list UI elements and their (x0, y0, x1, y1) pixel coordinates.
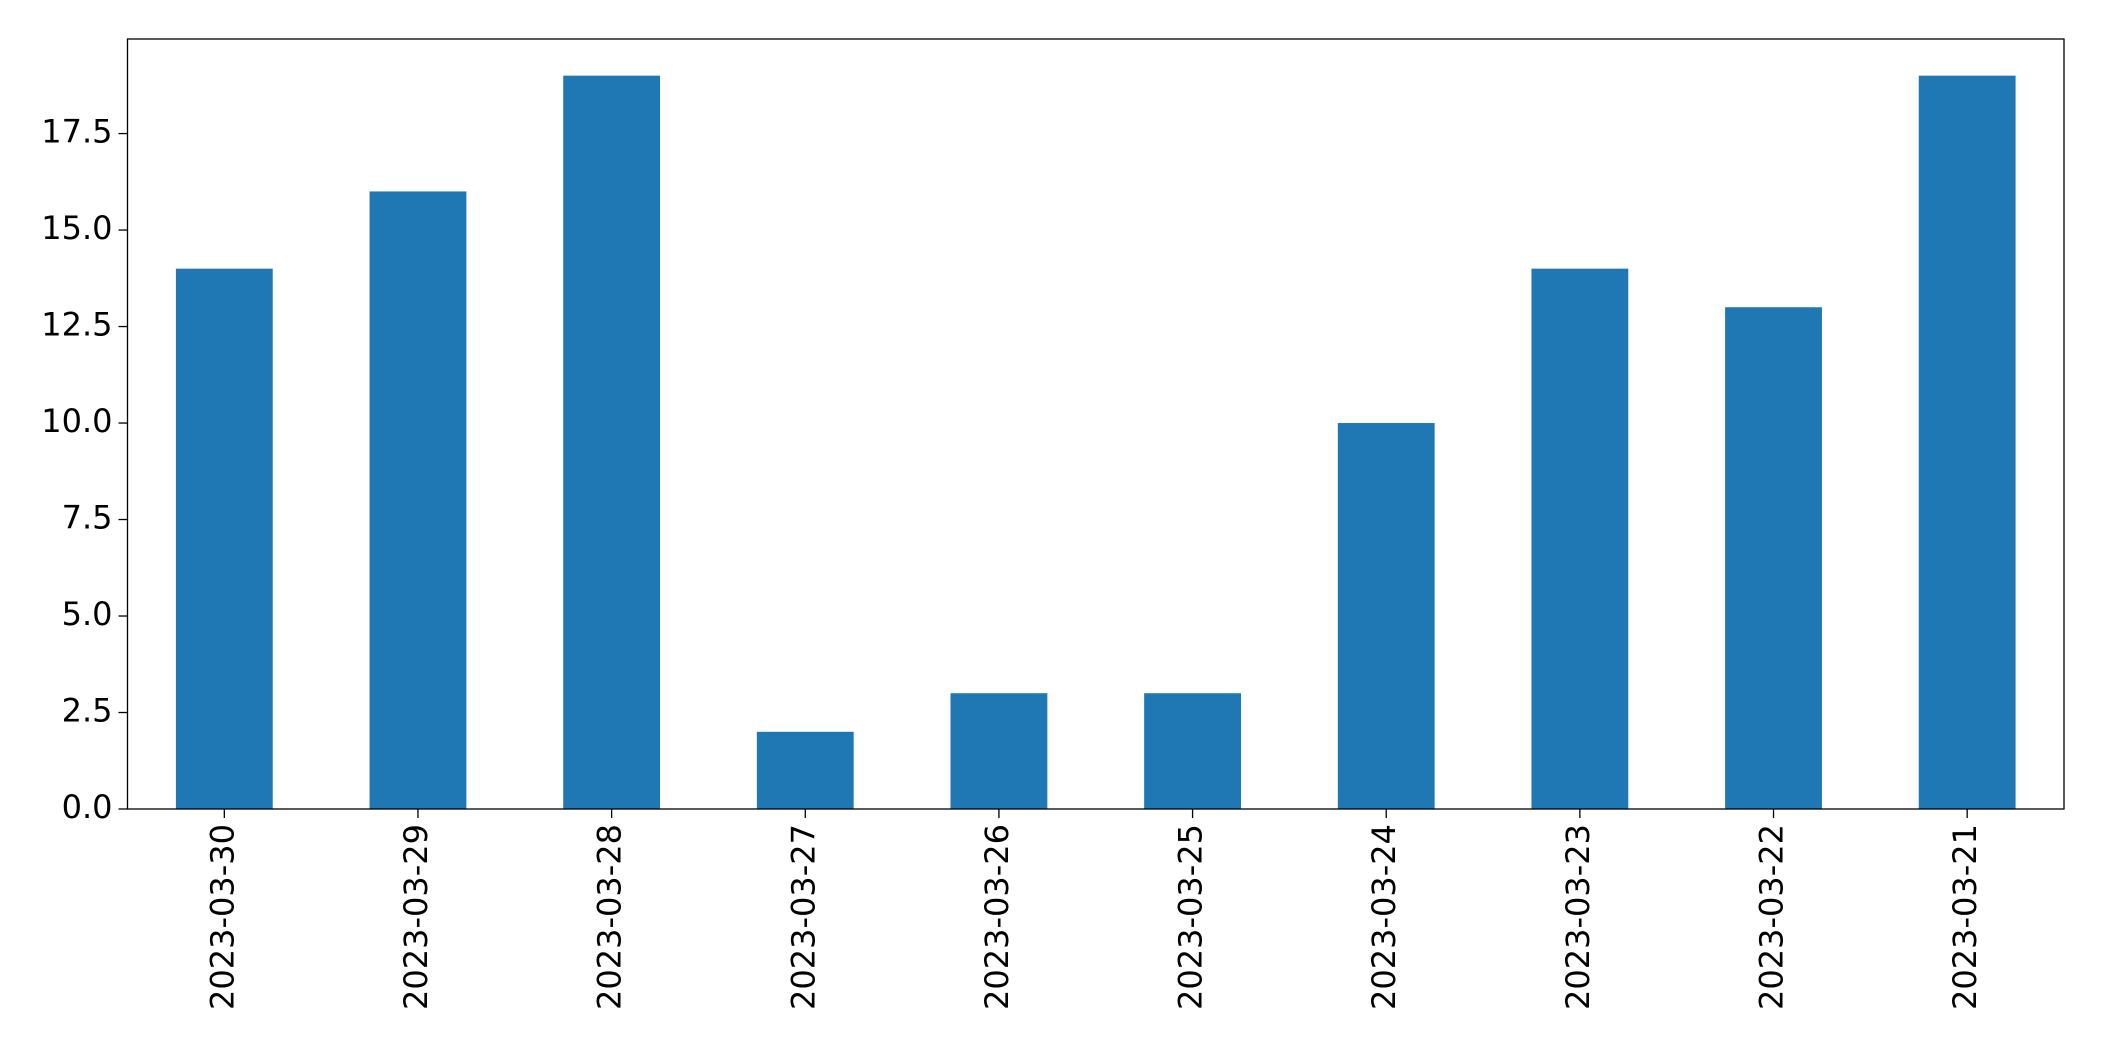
y-tick-label: 2.5 (62, 692, 113, 730)
y-tick-label: 17.5 (41, 113, 112, 151)
bar (1918, 75, 2016, 809)
x-tick-label: 2023-03-30 (203, 824, 241, 1010)
x-tick-label: 2023-03-29 (397, 824, 435, 1010)
y-tick-label: 12.5 (41, 306, 112, 344)
bar (563, 75, 661, 809)
bar (1337, 423, 1435, 809)
x-tick-label: 2023-03-25 (1172, 824, 1210, 1010)
bar (756, 731, 854, 809)
y-tick-label: 15.0 (41, 209, 112, 247)
y-tick-label: 7.5 (62, 499, 113, 537)
y-tick-label: 10.0 (41, 402, 112, 440)
x-tick-label: 2023-03-23 (1559, 824, 1597, 1010)
x-tick-label: 2023-03-28 (591, 824, 629, 1010)
bar (175, 268, 273, 809)
x-tick-label: 2023-03-27 (784, 824, 822, 1010)
x-tick-label: 2023-03-26 (978, 824, 1016, 1010)
bar (369, 191, 467, 809)
x-tick-label: 2023-03-24 (1365, 824, 1403, 1010)
bar (1144, 693, 1241, 809)
x-tick-label: 2023-03-21 (1946, 824, 1984, 1010)
bar (1725, 307, 1822, 809)
plot-frame (126, 38, 2065, 810)
bar (1531, 268, 1629, 809)
y-tick-label: 0.0 (62, 788, 113, 826)
bar (950, 693, 1048, 809)
x-tick-label: 2023-03-22 (1753, 824, 1791, 1010)
y-tick-label: 5.0 (62, 595, 113, 633)
